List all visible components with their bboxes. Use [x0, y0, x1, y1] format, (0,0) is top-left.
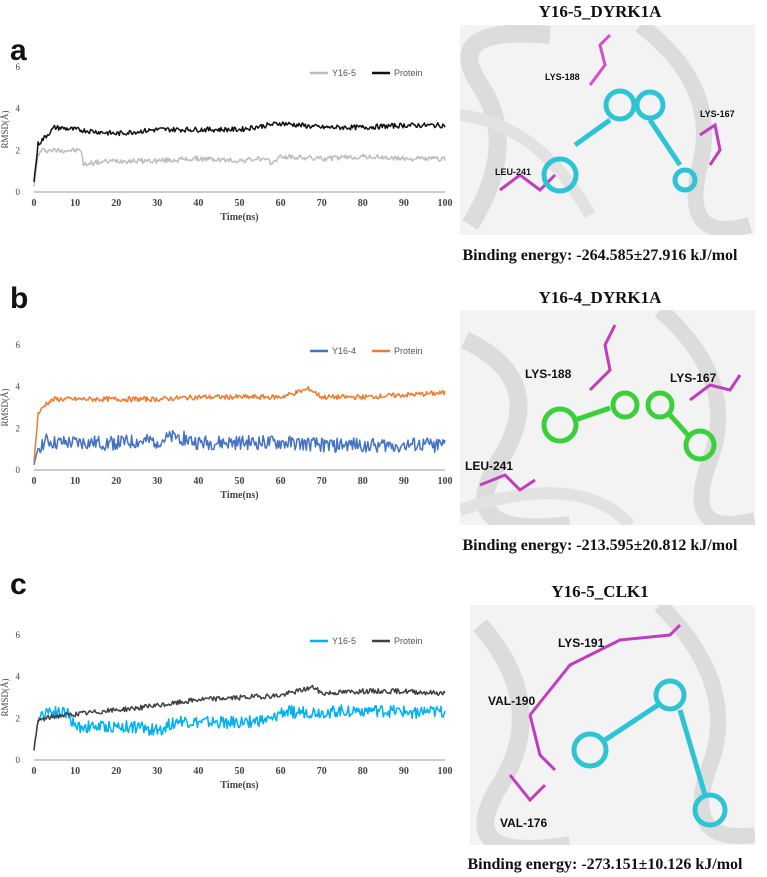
- x-tick-label: 50: [235, 766, 245, 777]
- panel-letter-a: a: [10, 34, 27, 67]
- complex-title-b: Y16-4_DYRK1A: [538, 288, 662, 307]
- x-tick-label: 40: [193, 766, 203, 777]
- residue-label-a-2: LYS-167: [700, 109, 735, 119]
- x-tick-label: 10: [70, 198, 80, 209]
- y-tick-label: 2: [16, 145, 21, 155]
- series-line-y16-5: [33, 147, 446, 187]
- x-tick-label: 10: [70, 476, 80, 487]
- residue-label-b-2: LYS-167: [670, 371, 717, 385]
- x-tick-label: 20: [111, 476, 121, 487]
- x-tick-label: 40: [193, 198, 203, 209]
- x-tick-label: 80: [358, 766, 368, 777]
- legend-label: Protein: [394, 636, 423, 646]
- complex-title-a: Y16-5_DYRK1A: [538, 2, 662, 21]
- binding-pose-image-b: LYS-188 LYS-167 LEU-241: [460, 310, 755, 525]
- x-tick-label: 0: [32, 476, 37, 487]
- x-tick-label: 0: [32, 198, 37, 209]
- x-tick-label: 40: [193, 476, 203, 487]
- x-tick-label: 10: [70, 766, 80, 777]
- x-axis-label: Time(ns): [220, 490, 258, 501]
- x-tick-label: 100: [438, 766, 453, 777]
- series-line-protein: [33, 684, 446, 751]
- x-tick-label: 20: [111, 198, 121, 209]
- residue-label-a-1: LYS-188: [545, 72, 580, 82]
- series-line-y16-4: [33, 429, 446, 466]
- x-tick-label: 90: [399, 476, 409, 487]
- binding-pose-image-c: LYS-191 VAL-190 VAL-176: [470, 605, 755, 845]
- binding-energy-b: Binding energy: -213.595±20.812 kJ/mol: [462, 537, 738, 554]
- y-axis-label: RMSD(Å): [0, 110, 10, 148]
- x-tick-label: 80: [358, 476, 368, 487]
- x-tick-label: 70: [317, 198, 327, 209]
- series-line-y16-5: [33, 704, 446, 749]
- legend-label: Protein: [394, 346, 423, 356]
- x-tick-label: 90: [399, 766, 409, 777]
- y-tick-label: 0: [16, 465, 21, 475]
- legend-label: Y16-5: [332, 636, 356, 646]
- x-tick-label: 20: [111, 766, 121, 777]
- residue-label-c-3: VAL-176: [500, 816, 547, 830]
- legend-label: Protein: [394, 68, 423, 78]
- x-tick-label: 30: [152, 766, 162, 777]
- residue-label-a-3: LEU-241: [495, 167, 531, 177]
- legend-label: Y16-5: [332, 68, 356, 78]
- x-tick-label: 100: [438, 476, 453, 487]
- x-tick-label: 70: [317, 766, 327, 777]
- residue-label-b-3: LEU-241: [465, 459, 513, 473]
- series-line-protein: [33, 385, 446, 463]
- residue-label-b-1: LYS-188: [525, 367, 572, 381]
- y-tick-label: 4: [16, 104, 21, 114]
- x-tick-label: 60: [276, 476, 286, 487]
- x-axis-label: Time(ns): [220, 780, 258, 791]
- legend-label: Y16-4: [332, 346, 356, 356]
- complex-title-c: Y16-5_CLK1: [551, 582, 649, 601]
- binding-pose-image-a: LYS-188 LYS-167 LEU-241: [460, 25, 755, 235]
- y-tick-label: 4: [16, 382, 21, 392]
- panel-letter-c: c: [10, 568, 27, 601]
- y-tick-label: 0: [16, 187, 21, 197]
- y-tick-label: 0: [16, 755, 21, 765]
- y-axis-label: RMSD(Å): [0, 678, 10, 716]
- x-axis-label: Time(ns): [220, 212, 258, 223]
- x-tick-label: 50: [235, 198, 245, 209]
- x-tick-label: 80: [358, 198, 368, 209]
- y-tick-label: 6: [16, 630, 21, 640]
- x-tick-label: 30: [152, 198, 162, 209]
- x-tick-label: 0: [32, 766, 37, 777]
- rmsd-chart-b: 0 2 4 6 0 10 20 30 40 50 60 70 80 90 100 Time(ns) RMSD(Å…: [0, 330, 455, 545]
- rmsd-chart-c: 0 2 4 6 0 10 20 30 40 50 60 70 80 90 100 Time(ns) RMSD(Å…: [0, 620, 455, 835]
- x-tick-label: 100: [438, 198, 453, 209]
- rmsd-chart-a: 0 2 4 6 0 10 20 30 40 50 60 70 80 90 100 Time(ns) RMSD(Å…: [0, 52, 455, 267]
- binding-energy-a: Binding energy: -264.585±27.916 kJ/mol: [462, 247, 738, 264]
- x-tick-label: 50: [235, 476, 245, 487]
- residue-label-c-2: VAL-190: [488, 694, 535, 708]
- y-tick-label: 6: [16, 62, 21, 72]
- y-tick-label: 4: [16, 672, 21, 682]
- y-axis-label: RMSD(Å): [0, 388, 10, 426]
- series-line-protein: [33, 121, 446, 183]
- y-tick-label: 6: [16, 340, 21, 350]
- x-tick-label: 60: [276, 766, 286, 777]
- binding-energy-c: Binding energy: -273.151±10.126 kJ/mol: [467, 856, 743, 873]
- residue-label-c-1: LYS-191: [558, 636, 605, 650]
- panel-letter-b: b: [10, 282, 29, 315]
- y-tick-label: 2: [16, 423, 21, 433]
- y-tick-label: 2: [16, 713, 21, 723]
- x-tick-label: 60: [276, 198, 286, 209]
- x-tick-label: 90: [399, 198, 409, 209]
- x-tick-label: 30: [152, 476, 162, 487]
- x-tick-label: 70: [317, 476, 327, 487]
